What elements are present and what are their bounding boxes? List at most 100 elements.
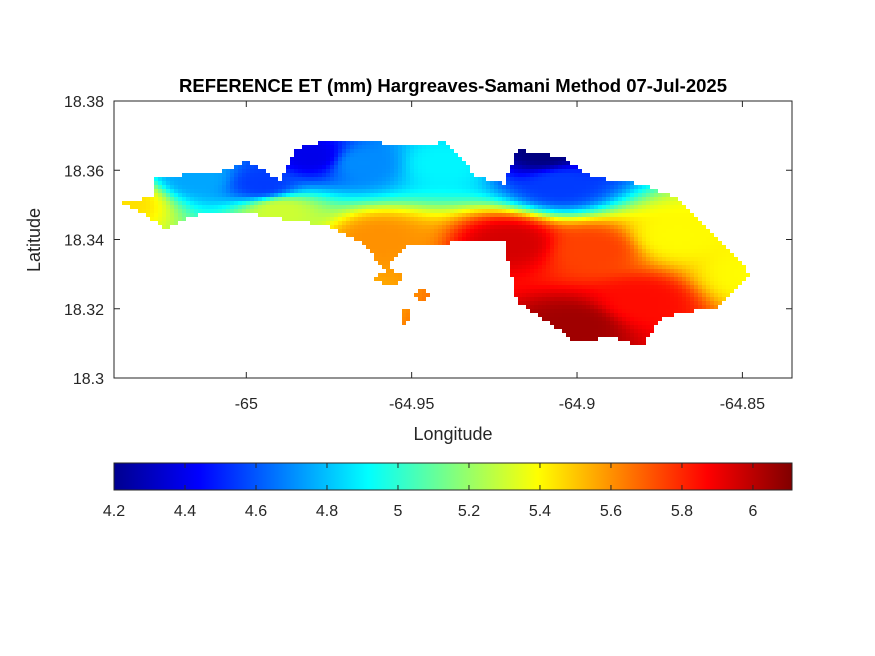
et-cell — [434, 241, 438, 245]
et-cell — [378, 165, 382, 169]
et-cell — [526, 201, 530, 205]
et-cell — [678, 273, 682, 277]
et-cell — [626, 301, 630, 305]
et-cell — [706, 249, 710, 253]
et-cell — [530, 161, 534, 165]
et-cell — [598, 333, 602, 337]
et-cell — [686, 297, 690, 301]
et-cell — [314, 213, 318, 217]
et-cell — [530, 265, 534, 269]
et-cell — [314, 197, 318, 201]
et-cell — [694, 289, 698, 293]
et-cell — [266, 209, 270, 213]
et-cell — [402, 161, 406, 165]
et-cell — [222, 193, 226, 197]
et-cell — [614, 305, 618, 309]
et-cell — [218, 173, 222, 177]
et-cell — [446, 189, 450, 193]
et-cell — [714, 289, 718, 293]
et-cell — [414, 217, 418, 221]
et-cell — [606, 293, 610, 297]
et-cell — [462, 217, 466, 221]
et-cell — [522, 161, 526, 165]
et-cell — [714, 293, 718, 297]
et-cell — [506, 193, 510, 197]
et-cell — [650, 313, 654, 317]
et-cell — [566, 229, 570, 233]
et-cell — [586, 225, 590, 229]
et-cell — [658, 273, 662, 277]
et-cell — [426, 237, 430, 241]
et-cell — [386, 241, 390, 245]
et-cell — [658, 241, 662, 245]
et-cell — [318, 153, 322, 157]
et-cell — [562, 213, 566, 217]
et-cell — [682, 213, 686, 217]
et-cell — [722, 257, 726, 261]
et-cell — [462, 225, 466, 229]
et-cell — [350, 181, 354, 185]
et-cell — [194, 197, 198, 201]
et-cell — [190, 213, 194, 217]
et-cell — [542, 301, 546, 305]
et-cell — [518, 225, 522, 229]
et-cell — [658, 229, 662, 233]
et-cell — [598, 189, 602, 193]
et-cell — [406, 153, 410, 157]
et-cell — [562, 285, 566, 289]
et-cell — [186, 173, 190, 177]
et-cell — [610, 273, 614, 277]
et-cell — [434, 193, 438, 197]
et-cell — [150, 209, 154, 213]
et-cell — [646, 281, 650, 285]
et-cell — [410, 149, 414, 153]
et-cell — [706, 305, 710, 309]
et-cell — [554, 173, 558, 177]
et-cell — [186, 205, 190, 209]
et-cell — [206, 173, 210, 177]
et-cell — [530, 289, 534, 293]
et-cell — [670, 281, 674, 285]
et-cell — [222, 181, 226, 185]
x-axis-label: Longitude — [413, 424, 492, 444]
et-cell — [446, 173, 450, 177]
et-cell — [622, 281, 626, 285]
et-cell — [422, 173, 426, 177]
et-cell — [238, 185, 242, 189]
et-cell — [534, 269, 538, 273]
et-cell — [510, 197, 514, 201]
et-cell — [334, 165, 338, 169]
et-cell — [522, 157, 526, 161]
et-cell — [234, 209, 238, 213]
et-cell — [430, 173, 434, 177]
et-cell — [222, 197, 226, 201]
et-cell — [438, 185, 442, 189]
et-cell — [566, 241, 570, 245]
et-cell — [330, 161, 334, 165]
et-cell — [638, 281, 642, 285]
et-cell — [286, 197, 290, 201]
et-cell — [466, 217, 470, 221]
et-cell — [594, 325, 598, 329]
et-cell — [586, 221, 590, 225]
et-cell — [522, 257, 526, 261]
et-cell — [530, 193, 534, 197]
et-cell — [394, 201, 398, 205]
et-cell — [570, 309, 574, 313]
et-cell — [362, 217, 366, 221]
et-cell — [290, 165, 294, 169]
et-cell — [574, 305, 578, 309]
et-cell — [598, 281, 602, 285]
et-cell — [614, 201, 618, 205]
et-cell — [542, 213, 546, 217]
et-cell — [414, 149, 418, 153]
et-cell — [634, 253, 638, 257]
et-cell — [350, 197, 354, 201]
et-cell — [250, 189, 254, 193]
et-cell — [318, 197, 322, 201]
et-cell — [458, 229, 462, 233]
et-cell — [378, 173, 382, 177]
et-cell — [418, 173, 422, 177]
et-cell — [522, 253, 526, 257]
et-cell — [402, 157, 406, 161]
